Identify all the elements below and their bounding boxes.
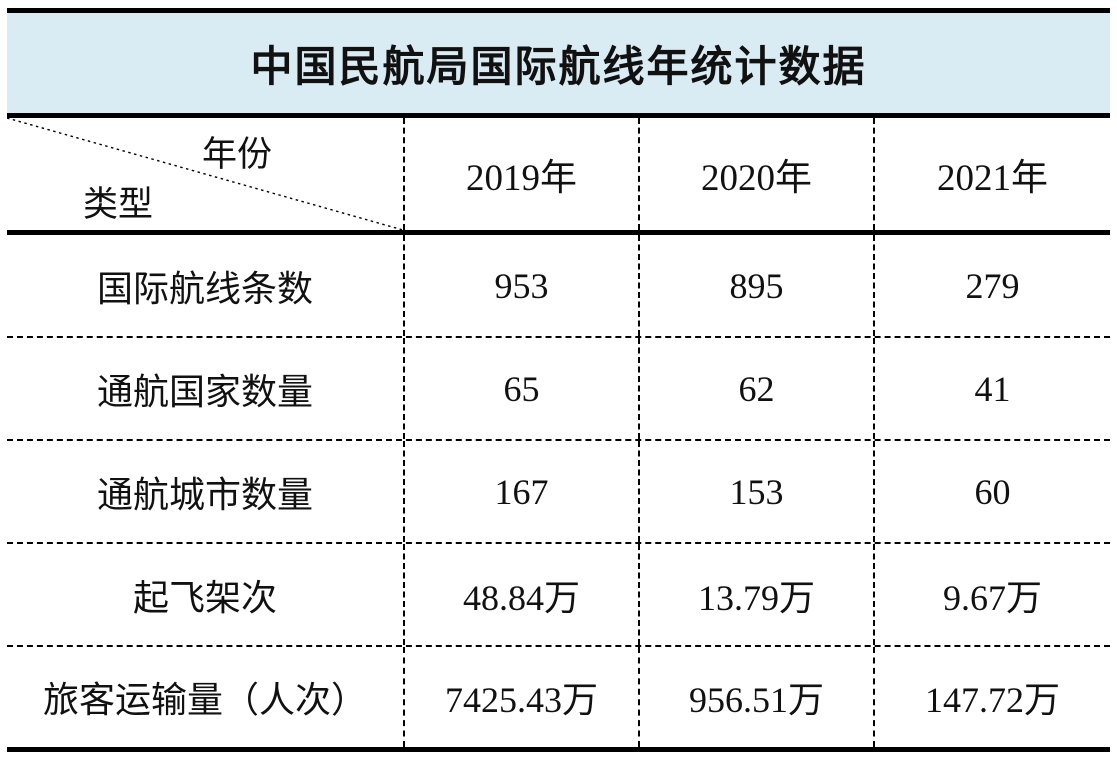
table-header-row: 年份 类型 2019年 2020年 2021年	[7, 118, 1110, 235]
row-label: 通航国家数量	[96, 371, 313, 412]
value-cell: 895	[638, 235, 873, 336]
column-header-2020: 2020年	[638, 118, 873, 230]
table-row-countries-served: 通航国家数量 65 62 41	[7, 338, 1110, 441]
column-header-2021: 2021年	[873, 118, 1110, 230]
table-row-passenger-volume: 旅客运输量（人次） 7425.43万 956.51万 147.72万	[7, 647, 1110, 752]
table-row-takeoff-sorties: 起飞架次 48.84万 13.79万 9.67万	[7, 544, 1110, 647]
table-row-international-routes: 国际航线条数 953 895 279	[7, 235, 1110, 338]
column-header-2019: 2019年	[403, 118, 638, 230]
row-label: 通航城市数量	[96, 474, 313, 515]
value-cell: 9.67万	[873, 544, 1110, 645]
value-cell: 13.79万	[638, 544, 873, 645]
value-cell: 41	[873, 338, 1110, 439]
value-cell: 62	[638, 338, 873, 439]
table-title-bar: 中国民航局国际航线年统计数据	[7, 8, 1110, 118]
corner-type-label: 类型	[83, 185, 154, 224]
table-title: 中国民航局国际航线年统计数据	[250, 44, 867, 91]
value-cell: 153	[638, 441, 873, 542]
statistics-table: 中国民航局国际航线年统计数据 年份 类型 2019年 2020年 2021年 国…	[7, 8, 1110, 752]
value-cell: 48.84万	[403, 544, 638, 645]
value-cell: 167	[403, 441, 638, 542]
table-row-cities-served: 通航城市数量 167 153 60	[7, 441, 1110, 544]
row-label: 国际航线条数	[96, 268, 313, 309]
row-label: 旅客运输量（人次）	[42, 680, 367, 720]
value-cell: 65	[403, 338, 638, 439]
diagonal-divider-line	[7, 118, 403, 230]
row-label: 起飞架次	[132, 577, 277, 618]
value-cell: 956.51万	[638, 647, 873, 747]
value-cell: 7425.43万	[403, 647, 638, 747]
value-cell: 953	[403, 235, 638, 336]
corner-year-label: 年份	[202, 135, 273, 174]
corner-header-cell: 年份 类型	[7, 118, 403, 230]
value-cell: 60	[873, 441, 1110, 542]
value-cell: 147.72万	[873, 647, 1110, 747]
value-cell: 279	[873, 235, 1110, 336]
